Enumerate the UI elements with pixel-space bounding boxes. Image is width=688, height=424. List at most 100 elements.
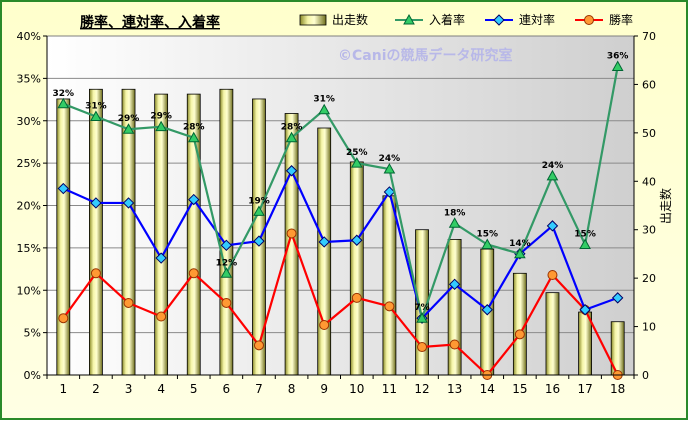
bar xyxy=(56,98,71,376)
point-marker xyxy=(220,267,233,278)
data-label: 36% xyxy=(607,52,629,62)
y-right-tick-label: 50 xyxy=(642,127,656,140)
x-tick-label: 3 xyxy=(125,382,133,396)
legend-swatch xyxy=(299,14,327,26)
data-label: 7% xyxy=(414,303,429,313)
y-axis-right: 0 10 20 30 40 50 60 70 xyxy=(633,30,656,382)
x-tick-label: 15 xyxy=(512,382,527,396)
series-line xyxy=(62,229,619,377)
series-line xyxy=(62,168,619,321)
point-marker xyxy=(220,239,233,252)
point-marker xyxy=(188,193,200,206)
y-left-tick-label: 15% xyxy=(17,242,41,255)
y-axis-right-label: 出走数 xyxy=(658,188,673,224)
x-tick-label: 17 xyxy=(577,382,592,396)
y-left-tick-label: 35% xyxy=(17,72,41,85)
point-marker xyxy=(514,329,525,340)
point-marker xyxy=(318,103,331,115)
series-line xyxy=(62,66,619,323)
y-left-tick-label: 5% xyxy=(24,327,41,340)
point-marker xyxy=(481,304,493,316)
data-label: 32% xyxy=(53,89,75,99)
point-marker xyxy=(383,186,396,198)
data-label: 29% xyxy=(150,112,172,122)
point-marker xyxy=(481,238,494,249)
point-marker xyxy=(579,304,591,316)
data-label: 19% xyxy=(248,196,270,206)
point-marker xyxy=(547,269,558,280)
point-marker xyxy=(253,205,265,216)
point-marker xyxy=(122,197,135,209)
point-marker xyxy=(384,301,395,312)
data-label: 24% xyxy=(542,161,564,171)
point-marker xyxy=(416,312,428,323)
data-label: 15% xyxy=(574,229,596,239)
x-tick-label: 1 xyxy=(59,382,67,396)
x-tick-label: 7 xyxy=(255,382,263,396)
point-marker xyxy=(286,228,297,239)
bar xyxy=(382,195,397,376)
data-label: 24% xyxy=(379,154,401,164)
legend: 出走数 入着率 連対率 勝率 xyxy=(299,12,633,27)
bar xyxy=(349,161,364,376)
point-marker xyxy=(285,131,298,143)
bar xyxy=(578,311,592,376)
point-marker xyxy=(90,110,102,122)
x-tick-label: 14 xyxy=(480,382,495,396)
y-left-tick-label: 25% xyxy=(17,157,41,170)
y-right-tick-label: 0 xyxy=(642,369,649,382)
data-label: 28% xyxy=(281,123,303,133)
watermark: ©Caniの競馬データ研究室 xyxy=(338,47,513,64)
bar xyxy=(447,238,462,376)
y-right-tick-label: 70 xyxy=(642,30,656,43)
y-left-tick-label: 10% xyxy=(17,284,41,297)
legend-label: 連対率 xyxy=(519,12,555,27)
point-marker xyxy=(403,13,415,25)
data-label: 14% xyxy=(509,239,531,249)
point-marker xyxy=(57,182,70,195)
x-tick-label: 12 xyxy=(414,382,429,396)
y-left-tick-label: 20% xyxy=(17,200,41,213)
point-marker xyxy=(122,123,135,134)
y-right-tick-label: 40 xyxy=(642,175,656,188)
point-marker xyxy=(351,234,363,246)
data-label: 29% xyxy=(118,114,140,124)
y-axis-left: 0% 5% 10% 15% 20% 25% 30% 35% 40% xyxy=(17,30,48,382)
line-series xyxy=(57,60,624,380)
data-label: 31% xyxy=(313,95,335,105)
x-tick-label: 4 xyxy=(157,382,165,396)
x-tick-label: 2 xyxy=(92,382,100,396)
point-marker xyxy=(318,236,330,248)
x-tick-label: 10 xyxy=(349,382,364,396)
point-marker xyxy=(611,292,624,304)
point-marker xyxy=(90,268,101,279)
point-marker xyxy=(156,311,167,322)
y-right-tick-label: 10 xyxy=(642,321,656,334)
point-marker xyxy=(123,297,134,308)
legend-label: 出走数 xyxy=(332,12,368,27)
point-marker xyxy=(188,268,199,279)
legend-label: 勝率 xyxy=(609,12,633,27)
x-tick-label: 5 xyxy=(190,382,198,396)
point-marker xyxy=(448,217,461,228)
y-right-tick-label: 60 xyxy=(642,78,656,91)
point-marker xyxy=(155,252,167,264)
y-right-tick-label: 20 xyxy=(642,272,656,285)
point-marker xyxy=(449,339,460,350)
chart-title: 勝率、連対率、入着率 xyxy=(80,14,220,31)
bar xyxy=(317,127,332,376)
x-tick-label: 13 xyxy=(447,382,462,396)
point-marker xyxy=(448,278,461,291)
data-label: 12% xyxy=(216,258,238,268)
point-marker xyxy=(514,247,526,259)
x-tick-label: 16 xyxy=(545,382,560,396)
bar xyxy=(89,88,103,376)
point-marker xyxy=(417,342,428,353)
data-label: 25% xyxy=(346,148,368,158)
series-triangle xyxy=(57,60,624,323)
point-marker xyxy=(285,165,298,177)
y-left-tick-label: 30% xyxy=(17,115,41,128)
point-marker xyxy=(493,14,505,26)
